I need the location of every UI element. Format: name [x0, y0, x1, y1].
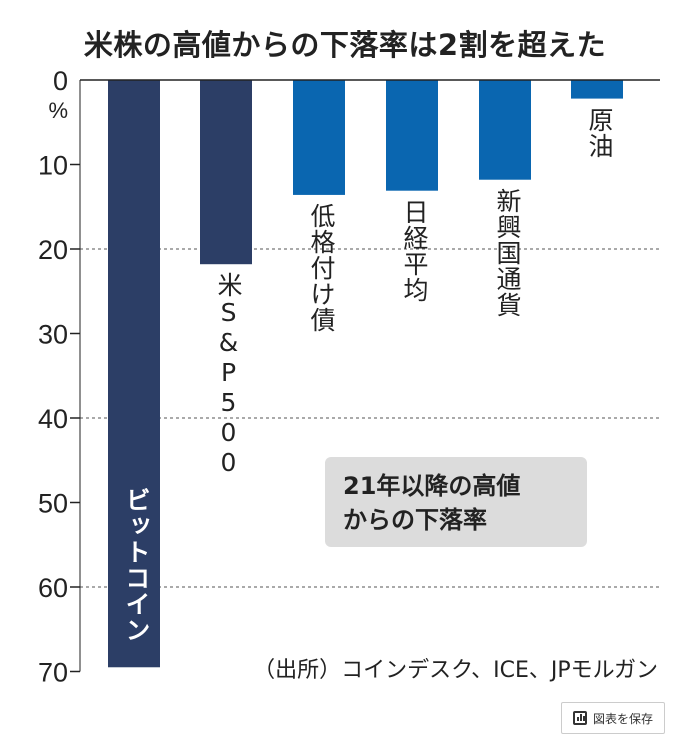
y-tick-label: 0 [53, 66, 68, 96]
category-label: 原油 [585, 106, 614, 159]
bar-1 [200, 80, 252, 265]
annotation-line-2: からの下落率 [343, 506, 487, 534]
category-label: 低格付け債 [307, 202, 336, 333]
y-tick-label: 40 [38, 404, 68, 434]
category-label: 米S&P500 [214, 272, 243, 479]
y-unit-label: % [48, 98, 68, 123]
y-tick-label: 10 [38, 151, 68, 181]
bar-4 [479, 80, 531, 180]
y-tick-label: 60 [38, 573, 68, 603]
y-tick-label: 20 [38, 235, 68, 265]
bar-3 [386, 80, 438, 191]
chart-title: 米株の高値からの下落率は2割を超えた [83, 28, 607, 62]
annotation-line-1: 21年以降の高値 [343, 472, 521, 500]
y-tick-label: 70 [38, 658, 68, 688]
y-tick-label: 50 [38, 489, 68, 519]
save-chart-label: 図表を保存 [592, 711, 653, 726]
category-label: ビットコイン [122, 487, 151, 643]
bar-0 [108, 80, 160, 668]
category-label: 日経平均 [400, 198, 429, 303]
save-chart-button[interactable]: 図表を保存 [561, 702, 665, 734]
chart-source: （出所）コインデスク、ICE、JPモルガン [253, 658, 658, 683]
bar-2 [293, 80, 345, 195]
chart-annotation: 21年以降の高値 からの下落率 [325, 457, 587, 547]
y-tick-label: 30 [38, 320, 68, 350]
bar-chart-icon [572, 711, 587, 725]
category-label: 新興国通貨 [493, 187, 522, 318]
bar-5 [571, 80, 623, 99]
